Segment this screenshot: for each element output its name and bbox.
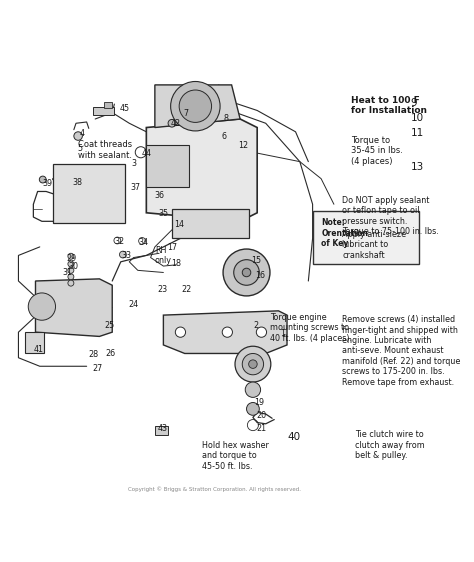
Circle shape: [39, 176, 46, 183]
Text: 36: 36: [154, 191, 164, 200]
Circle shape: [245, 382, 261, 397]
Text: Copyright © Briggs & Stratton Corporation. All rights reserved.: Copyright © Briggs & Stratton Corporatio…: [128, 486, 301, 492]
Text: 20: 20: [256, 411, 266, 420]
Text: 4: 4: [80, 129, 85, 138]
Polygon shape: [155, 85, 240, 128]
Text: 17: 17: [167, 243, 177, 252]
Text: Tie clutch wire to
clutch away from
belt & pulley.: Tie clutch wire to clutch away from belt…: [355, 430, 425, 460]
Circle shape: [68, 274, 74, 280]
Circle shape: [223, 249, 270, 296]
Text: Remove screws (4) installed
finger-tight and shipped with
engine. Lubricate with: Remove screws (4) installed finger-tight…: [342, 315, 461, 387]
Text: 13: 13: [410, 162, 424, 171]
Polygon shape: [25, 332, 44, 353]
Text: 45: 45: [120, 104, 130, 113]
Text: 23: 23: [157, 285, 168, 294]
Text: 35: 35: [158, 209, 168, 218]
Circle shape: [235, 346, 271, 382]
Text: 29: 29: [67, 254, 77, 263]
Text: 16: 16: [255, 271, 265, 280]
Text: RH
only: RH only: [155, 246, 172, 265]
Polygon shape: [53, 164, 125, 224]
Text: 7: 7: [183, 109, 189, 118]
Circle shape: [242, 353, 264, 375]
Text: 10: 10: [410, 114, 424, 124]
Text: 37: 37: [131, 183, 141, 192]
Text: 8: 8: [224, 114, 229, 123]
Circle shape: [168, 120, 176, 127]
Text: Note:
Orentation
of Key: Note: Orentation of Key: [321, 218, 368, 248]
Text: 6: 6: [222, 132, 227, 140]
Circle shape: [68, 253, 74, 259]
Text: 41: 41: [34, 345, 44, 353]
Text: 40: 40: [287, 432, 300, 442]
Text: 5: 5: [78, 144, 83, 153]
Bar: [93, 107, 114, 115]
Text: 15: 15: [251, 256, 261, 265]
Text: 2: 2: [254, 321, 259, 330]
Circle shape: [68, 268, 74, 273]
Polygon shape: [164, 311, 287, 353]
Polygon shape: [146, 119, 257, 221]
Bar: [146, 144, 189, 187]
Polygon shape: [36, 279, 112, 337]
Text: 24: 24: [128, 300, 138, 309]
Text: 43: 43: [157, 424, 167, 433]
Text: 28: 28: [88, 350, 98, 359]
Circle shape: [369, 231, 393, 255]
Bar: [155, 426, 168, 436]
Text: 9: 9: [410, 98, 417, 108]
Text: 27: 27: [92, 364, 102, 373]
Text: Do NOT apply sealant
or teflon tape to oil
pressure switch.
Torque to 75-100 in.: Do NOT apply sealant or teflon tape to o…: [342, 196, 439, 236]
Text: Torque to
35-45 in lbs.
(4 places): Torque to 35-45 in lbs. (4 places): [351, 136, 403, 166]
Circle shape: [249, 360, 257, 369]
Text: 34: 34: [138, 238, 148, 247]
Text: 1: 1: [280, 329, 285, 338]
Circle shape: [68, 261, 74, 267]
Text: 14: 14: [174, 220, 184, 229]
Circle shape: [256, 327, 266, 337]
Circle shape: [74, 132, 82, 140]
Circle shape: [246, 402, 259, 415]
Circle shape: [179, 90, 211, 123]
Circle shape: [119, 251, 126, 258]
Text: 22: 22: [182, 285, 192, 294]
Text: 11: 11: [410, 128, 424, 138]
Text: Apply anti-sieze
lubricant to
crankshaft: Apply anti-sieze lubricant to crankshaft: [342, 230, 407, 260]
Bar: [172, 209, 249, 238]
Text: Heat to 100 F
for Installation: Heat to 100 F for Installation: [351, 96, 427, 115]
Text: 38: 38: [72, 179, 82, 188]
Text: Coat threads
with sealant.: Coat threads with sealant.: [78, 140, 132, 160]
Text: 30: 30: [68, 261, 78, 270]
Circle shape: [222, 327, 232, 337]
Circle shape: [28, 293, 55, 320]
Text: 19: 19: [254, 398, 264, 407]
Bar: [104, 102, 112, 108]
Text: Hold hex washer
and torque to
45-50 ft. lbs.: Hold hex washer and torque to 45-50 ft. …: [202, 441, 269, 470]
Circle shape: [68, 280, 74, 286]
Circle shape: [171, 81, 220, 131]
Circle shape: [234, 260, 259, 285]
Text: 42: 42: [170, 119, 181, 128]
Text: 21: 21: [256, 424, 266, 433]
Text: 18: 18: [171, 260, 181, 269]
Circle shape: [242, 268, 251, 277]
Text: 39: 39: [42, 179, 53, 188]
Text: Torque engine
mounting screws to
40 ft. lbs. (4 places).: Torque engine mounting screws to 40 ft. …: [270, 313, 352, 343]
Text: 31: 31: [63, 268, 73, 277]
Text: 32: 32: [115, 237, 125, 246]
Circle shape: [377, 239, 385, 247]
FancyBboxPatch shape: [312, 211, 419, 264]
Text: 12: 12: [238, 141, 248, 150]
Text: 3: 3: [131, 159, 136, 168]
Text: 44: 44: [141, 149, 151, 158]
Text: 33: 33: [121, 251, 131, 260]
Text: 25: 25: [104, 321, 114, 330]
Text: 26: 26: [105, 349, 115, 358]
Circle shape: [175, 327, 185, 337]
